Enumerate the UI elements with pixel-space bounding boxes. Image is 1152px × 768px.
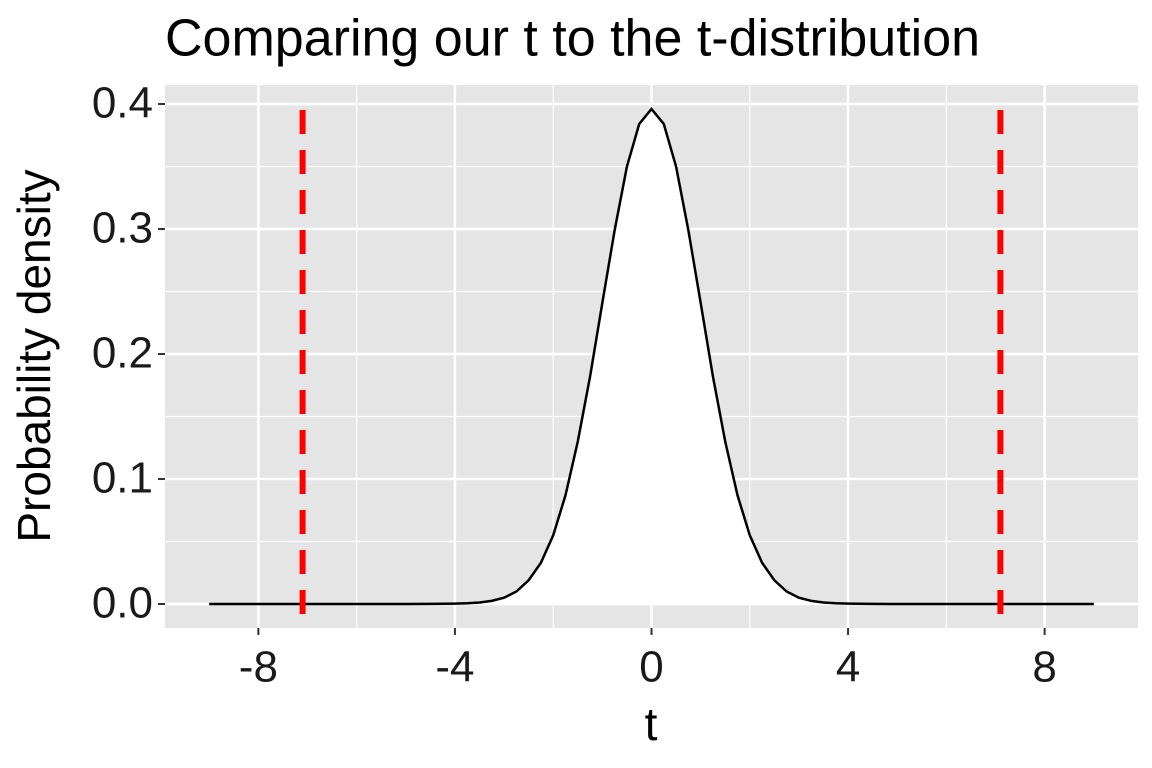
plot-area (209, 107, 1094, 628)
y-axis-label: Probability density (8, 169, 60, 542)
x-tick-label: -4 (435, 643, 474, 692)
x-tick-label: 4 (836, 643, 860, 692)
y-tick-label: 0.4 (92, 79, 153, 128)
x-tick-label: 0 (639, 643, 663, 692)
line (209, 107, 1094, 606)
area (209, 109, 1094, 604)
y-tick-label: 0.3 (92, 204, 153, 253)
y-tick-label: 0.0 (92, 579, 153, 628)
y-tick-label: 0.1 (92, 454, 153, 503)
y-tick-label: 0.2 (92, 329, 153, 378)
x-axis-label: t (645, 698, 658, 750)
x-tick-label: -8 (239, 643, 278, 692)
chart-title: Comparing our t to the t-distribution (165, 10, 980, 68)
x-tick-label: 8 (1032, 643, 1056, 692)
